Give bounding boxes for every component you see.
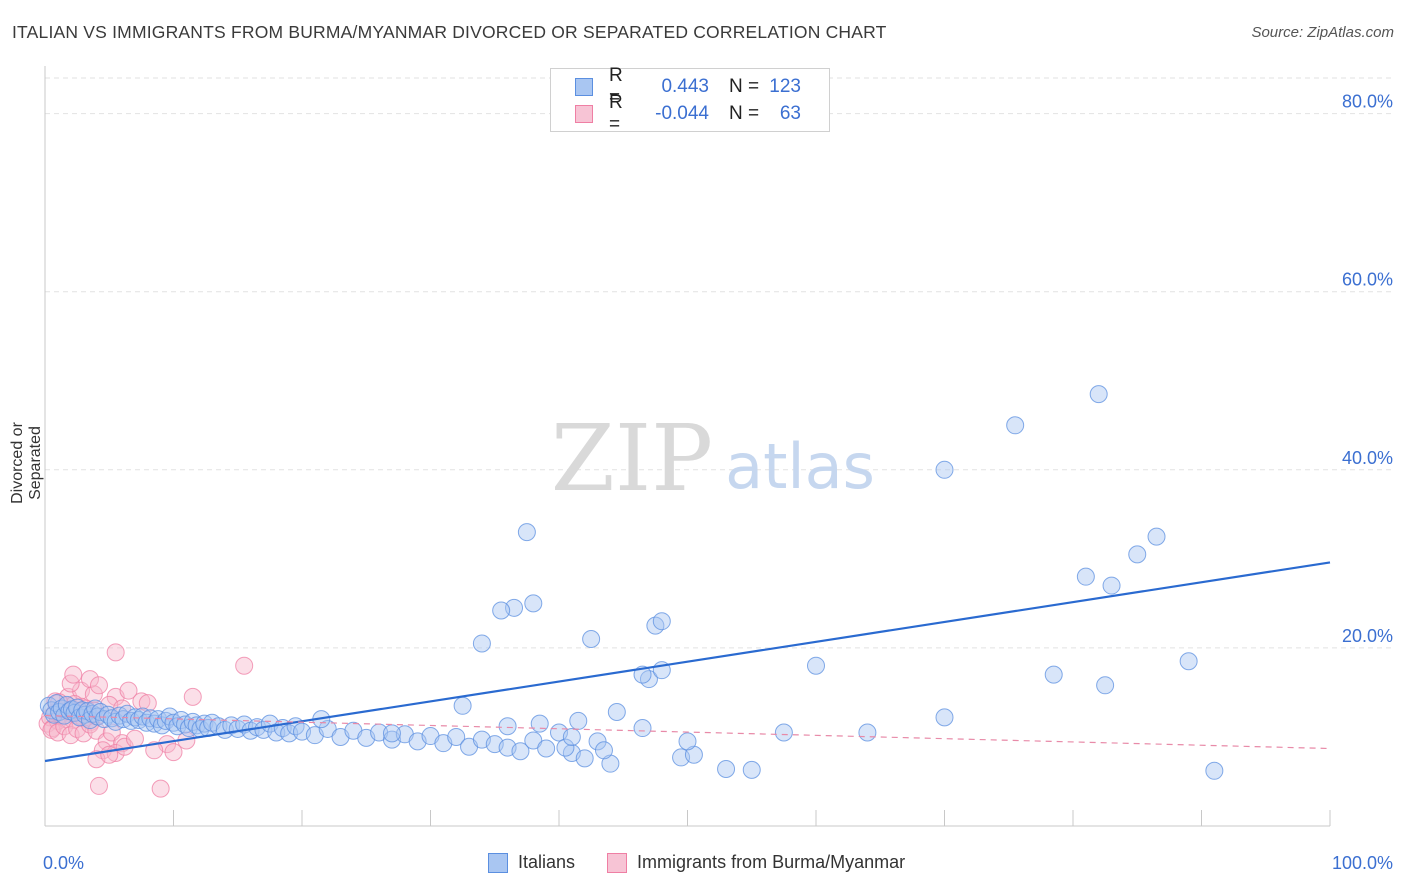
legend-n-label: N = — [729, 76, 760, 97]
data-point-burma — [164, 743, 183, 762]
correlation-legend: R = 0.443 N = 123 R = -0.044 N = 63 — [550, 65, 830, 135]
data-point-italians — [492, 601, 511, 620]
data-point-italians — [569, 711, 588, 730]
data-point-burma — [138, 694, 157, 713]
y-tick-label: 20.0% — [1342, 626, 1393, 646]
data-point-burma — [145, 741, 164, 760]
trend-lines — [44, 561, 1331, 763]
gridlines — [45, 77, 1392, 649]
legend-n-value: 123 — [769, 76, 801, 97]
data-point-italians — [1076, 567, 1095, 586]
legend-r-label: R = — [609, 92, 623, 135]
data-point-italians — [498, 717, 517, 736]
data-point-italians — [1044, 665, 1063, 684]
data-point-italians — [472, 634, 491, 653]
data-point-italians — [858, 723, 877, 742]
data-point-italians — [524, 594, 543, 613]
legend-r-label: R = — [609, 65, 623, 108]
data-point-burma — [64, 665, 83, 684]
axes — [44, 66, 1331, 827]
data-point-italians — [582, 630, 601, 648]
legend-swatch-burma — [575, 105, 593, 123]
legend-r-value: -0.044 — [655, 103, 709, 124]
legend-n-label: N = — [729, 103, 760, 124]
data-point-italians — [607, 703, 626, 722]
data-point-burma — [119, 681, 138, 700]
data-point-italians — [774, 723, 793, 742]
data-point-italians — [530, 714, 549, 733]
series-italians-points — [39, 385, 1224, 780]
data-point-burma — [100, 745, 119, 764]
legend-swatch-italians — [575, 78, 593, 96]
legend-label-burma: Immigrants from Burma/Myanmar — [637, 852, 906, 872]
legend-r-value: 0.443 — [661, 76, 709, 97]
trend-line-burma — [44, 714, 1331, 750]
x-tick-label: 100.0% — [1332, 853, 1393, 873]
data-point-italians — [588, 732, 607, 751]
data-point-italians — [453, 696, 472, 715]
data-point-italians — [1096, 676, 1115, 695]
data-point-burma — [183, 687, 202, 706]
data-point-italians — [742, 760, 761, 779]
data-point-burma — [106, 643, 125, 662]
legend-item-burma[interactable]: Immigrants from Burma/Myanmar — [607, 852, 905, 873]
data-point-italians — [517, 523, 536, 542]
data-point-burma — [235, 656, 254, 675]
legend-swatch-burma — [607, 852, 628, 873]
x-tick-label: 0.0% — [43, 853, 84, 873]
series-legend: Italians Immigrants from Burma/Myanmar — [488, 852, 937, 873]
y-tick-label: 80.0% — [1342, 92, 1393, 112]
legend-row-italians: R = 0.443 N = 123 — [575, 65, 801, 108]
data-point-italians — [1179, 652, 1198, 671]
legend-label-italians: Italians — [518, 852, 576, 872]
data-point-italians — [1147, 527, 1166, 546]
data-point-burma — [151, 779, 170, 798]
data-point-burma — [80, 670, 99, 689]
legend-n-value: 63 — [779, 103, 801, 124]
legend-swatch-italians — [488, 852, 508, 873]
data-point-italians — [382, 724, 401, 743]
data-point-italians — [1006, 416, 1025, 435]
data-point-italians — [562, 727, 581, 746]
data-point-italians — [537, 739, 556, 758]
data-point-burma — [89, 776, 108, 795]
data-point-italians — [575, 749, 594, 768]
chart-title: ITALIAN VS IMMIGRANTS FROM BURMA/MYANMAR… — [12, 22, 887, 42]
data-point-burma — [84, 685, 103, 704]
data-point-italians — [318, 719, 337, 738]
data-point-italians — [1205, 761, 1224, 780]
watermark-zip: ZIP — [551, 405, 713, 512]
data-point-italians — [717, 760, 736, 779]
trend-line-italians — [44, 561, 1331, 763]
data-point-italians — [633, 719, 652, 738]
y-tick-label: 40.0% — [1342, 448, 1393, 468]
data-point-italians — [678, 732, 697, 751]
legend-row-burma: R = -0.044 N = 63 — [575, 92, 801, 135]
y-tick-label: 60.0% — [1342, 270, 1393, 290]
source-label: Source: ZipAtlas.com — [1251, 24, 1394, 41]
data-point-italians — [1089, 385, 1108, 404]
data-point-italians — [935, 708, 954, 727]
data-point-italians — [594, 741, 613, 760]
legend-item-italians[interactable]: Italians — [488, 852, 575, 873]
data-point-italians — [524, 731, 543, 750]
data-point-italians — [935, 460, 954, 479]
data-point-burma — [125, 729, 144, 748]
data-point-italians — [511, 742, 530, 761]
data-point-italians — [807, 656, 825, 675]
data-point-italians — [83, 704, 102, 723]
data-point-burma — [132, 692, 151, 711]
data-point-burma — [89, 676, 108, 695]
data-point-italians — [1102, 576, 1121, 595]
data-point-italians — [1128, 545, 1147, 564]
data-point-italians — [556, 738, 575, 757]
tick-labels: 20.0% 40.0% 60.0% 80.0% 0.0% 100.0% — [43, 92, 1393, 873]
data-point-italians — [652, 612, 671, 631]
watermark: ZIP atlas — [551, 405, 875, 512]
watermark-atlas: atlas — [725, 430, 875, 503]
data-point-italians — [447, 727, 466, 746]
